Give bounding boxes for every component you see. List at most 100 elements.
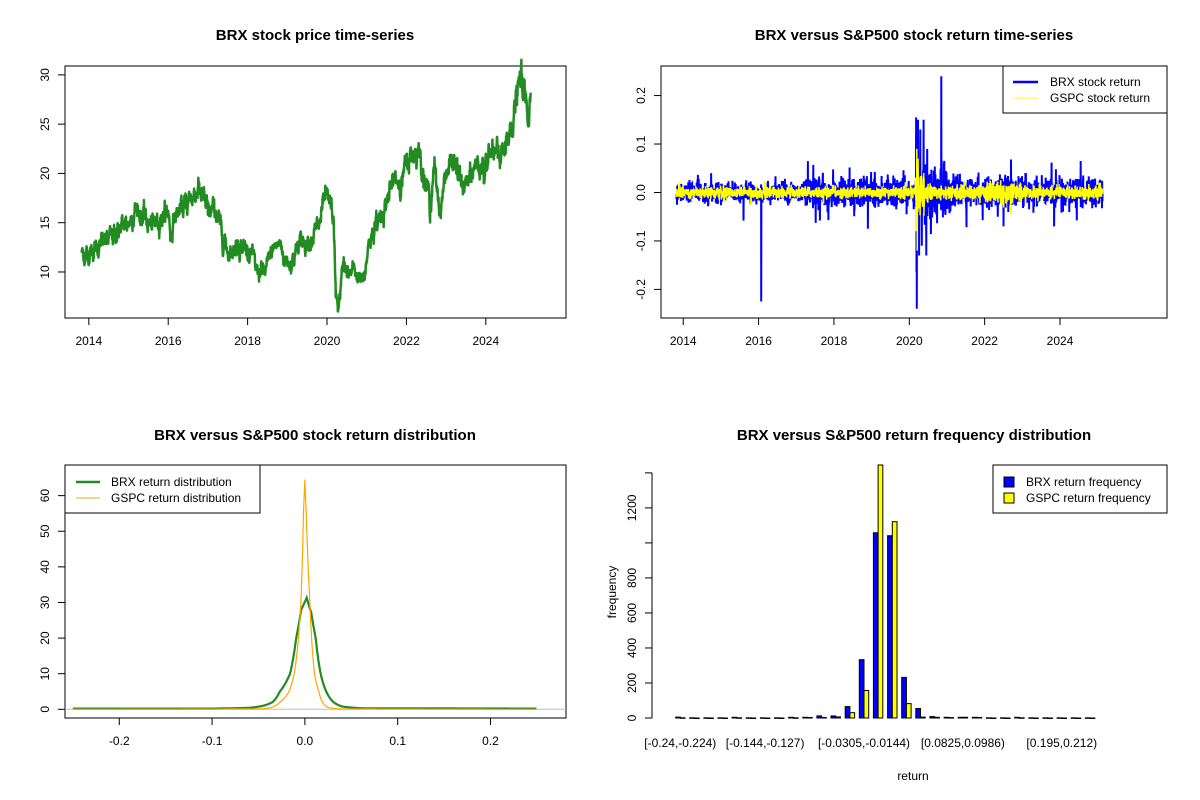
gspc-frequency-bar — [962, 716, 969, 719]
return-ts-chart-x-tick-label: 2016 — [745, 334, 772, 348]
gspc-frequency-bar — [891, 521, 898, 719]
gspc-frequency-bar — [990, 717, 997, 719]
legend-label: BRX return distribution — [111, 475, 232, 489]
brx-frequency-bar — [872, 532, 879, 719]
price-chart-y-tick-label: 10 — [38, 265, 52, 279]
return-ts-chart-x-tick-label: 2024 — [1047, 334, 1074, 348]
histogram-x-category-label: [-0.24,-0.224) — [644, 736, 716, 750]
gspc-density-line — [72, 479, 537, 710]
return-ts-legend: BRX stock return GSPC stock return — [1002, 65, 1168, 114]
gspc-frequency-bar — [736, 717, 743, 719]
gspc-frequency-bar — [708, 717, 714, 719]
price-chart-x-tick-label: 2014 — [75, 334, 102, 348]
gspc-frequency-bar — [905, 703, 912, 719]
density-chart-y-tick-label: 40 — [38, 560, 52, 574]
price-chart-x-tick-label: 2018 — [234, 334, 261, 348]
density-chart-y-tick-label: 20 — [38, 631, 52, 645]
gspc-frequency-bar — [821, 717, 827, 719]
price-chart-x-tick-label: 2024 — [472, 334, 499, 348]
gspc-frequency-bar — [1004, 717, 1011, 719]
density-chart-axes: 0 10 20 30 40 50 60 -0.2 -0.1 0.0 0.1 0.2 — [38, 464, 567, 748]
gspc-frequency-bar — [863, 690, 870, 719]
gspc-frequency-bar — [1089, 717, 1096, 719]
return-ts-chart-x-tick-label: 2022 — [971, 334, 998, 348]
brx-frequency-bar — [1070, 717, 1077, 719]
brx-frequency-bar — [858, 659, 865, 719]
histogram-y-axis-label: frequency — [605, 566, 619, 619]
density-chart-x-tick-label: 0.2 — [482, 734, 499, 748]
gspc-frequency-bar — [778, 717, 785, 719]
gspc-frequency-bar — [920, 716, 926, 719]
return-ts-chart-y-tick-label: 0.0 — [634, 184, 648, 201]
brx-frequency-bar — [774, 717, 780, 719]
brx-frequency-bar — [675, 716, 681, 719]
brx-frequency-bar — [759, 717, 766, 719]
return-ts-chart-y-tick-label: -0.1 — [634, 230, 648, 251]
price-chart-x-tick-label: 2022 — [393, 334, 420, 348]
histogram-x-category-label: [0.0825,0.0986) — [921, 736, 1005, 750]
legend-swatch-icon — [1003, 476, 1015, 488]
return-ts-chart-axes: -0.2 -0.1 0.0 0.1 0.2 2014 2016 2018 2020 2022 202… — [634, 65, 1168, 348]
gspc-frequency-bar — [976, 717, 983, 719]
gspc-frequency-bar — [693, 717, 700, 719]
brx-frequency-bar — [929, 716, 936, 719]
brx-frequency-bar — [844, 706, 851, 719]
price-chart-axes: 10 15 20 25 30 2014 2016 2018 2020 2022 2024 — [38, 65, 567, 348]
return-ts-chart-x-tick-label: 2018 — [821, 334, 848, 348]
density-chart-y-tick-label: 0 — [38, 706, 52, 713]
gspc-frequency-bar — [722, 717, 728, 719]
brx-frequency-bar — [1042, 717, 1049, 719]
brx-frequency-bar — [943, 716, 950, 719]
density-chart-y-tick-label: 10 — [38, 667, 52, 681]
brx-frequency-bar — [1014, 716, 1020, 719]
gspc-frequency-bar — [948, 717, 955, 719]
price-chart-y-tick-label: 30 — [38, 68, 52, 82]
histogram-x-category-label: [-0.0305,-0.0144) — [818, 736, 910, 750]
return-ts-chart-x-tick-label: 2020 — [896, 334, 923, 348]
gspc-frequency-bar — [1018, 717, 1025, 719]
gspc-frequency-bar — [679, 717, 686, 719]
brx-frequency-bar — [788, 716, 794, 719]
histogram-x-category-label: [-0.144,-0.127) — [726, 736, 805, 750]
gspc-frequency-bar — [764, 717, 771, 719]
legend-box — [64, 464, 261, 514]
legend-label: BRX stock return — [1050, 75, 1141, 89]
brx-frequency-bar — [1000, 717, 1006, 719]
legend-box — [992, 464, 1168, 514]
return-ts-chart-y-tick-label: 0.1 — [634, 135, 648, 152]
legend-label: GSPC stock return — [1050, 91, 1150, 105]
gspc-frequency-bar — [877, 464, 884, 719]
density-chart-y-tick-label: 60 — [38, 489, 52, 503]
histogram-x-category-label: [0.195,0.212) — [1026, 736, 1097, 750]
brx-frequency-bar — [971, 716, 978, 719]
legend-label: GSPC return frequency — [1026, 491, 1151, 505]
density-chart-y-tick-label: 30 — [38, 595, 52, 609]
legend-label: BRX return frequency — [1026, 475, 1141, 489]
gspc-frequency-bar — [792, 717, 799, 719]
price-chart-y-tick-label: 15 — [38, 216, 52, 230]
price-chart-y-tick-label: 25 — [38, 117, 52, 131]
brx-frequency-bar — [689, 717, 695, 719]
brx-frequency-bar — [816, 715, 823, 719]
brx-frequency-bar — [915, 708, 922, 719]
return-ts-chart-title: BRX versus S&P500 stock return time-seri… — [755, 27, 1073, 44]
brx-density-line — [72, 594, 537, 710]
brx-frequency-bar — [703, 717, 710, 719]
histogram-chart-axes: 0 200 400 600 800 1200 — [625, 472, 653, 721]
brx-frequency-bar — [887, 535, 893, 719]
brx-frequency-bar — [1056, 717, 1063, 719]
brx-frequency-bar — [802, 716, 809, 719]
density-chart-x-tick-label: 0.1 — [389, 734, 406, 748]
density-chart-x-tick-label: -0.1 — [202, 734, 223, 748]
gspc-frequency-bar — [934, 716, 940, 719]
price-chart-y-tick-label: 20 — [38, 166, 52, 180]
brx-frequency-bar — [1084, 717, 1091, 719]
histogram-chart-y-tick-label: 400 — [625, 638, 639, 658]
return-ts-chart-x-tick-label: 2014 — [670, 334, 697, 348]
gspc-frequency-bar — [835, 716, 841, 719]
price-chart-x-tick-label: 2016 — [155, 334, 182, 348]
density-legend: BRX return distribution GSPC return distr… — [64, 464, 261, 514]
density-chart-x-tick-label: 0.0 — [297, 734, 314, 748]
